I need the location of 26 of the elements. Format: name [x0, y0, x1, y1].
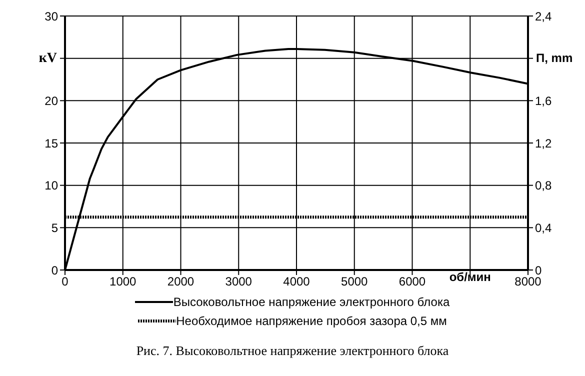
x-tick-label: 1000 [110, 274, 137, 289]
x-axis-title: об/мин [449, 270, 491, 284]
y-tick-label: 5 [51, 220, 58, 235]
x-tick-label: 6000 [398, 274, 426, 289]
y-tick-label: 10 [44, 178, 58, 193]
y2-tick-label: 1,2 [535, 136, 552, 150]
legend-label: Высоковольтное напряжение электронного блока [173, 294, 450, 308]
y2-tick-label: 1,6 [535, 94, 552, 108]
text: Рис. 7. Высоковольтное напряжение электронного блока [135, 343, 450, 359]
x-tick-label: 8000 [514, 274, 542, 289]
y2-tick-label: 0,4 [535, 220, 552, 235]
x-tick-label: 0 [62, 274, 69, 289]
y2-tick-label: 0 [535, 263, 542, 278]
y-tick-label: 20 [44, 94, 58, 108]
x-tick-label: 5000 [341, 274, 368, 289]
y2-axis-title: П, mm [536, 51, 573, 65]
legend-label: Необходимое напряжение пробоя зазора 0,5 мм [176, 314, 447, 328]
y-tick-label: 15 [44, 136, 58, 150]
y2-tick-label: 2,4 [535, 9, 552, 24]
x-tick-label: 3000 [225, 274, 252, 289]
y-axis-title: кV [38, 51, 57, 66]
y2-tick-label: 0,8 [535, 178, 552, 193]
y-tick-label: 0 [51, 263, 58, 278]
x-tick-label: 2000 [167, 274, 194, 289]
y-tick-label: 30 [44, 9, 58, 24]
x-tick-label: 4000 [283, 274, 310, 289]
